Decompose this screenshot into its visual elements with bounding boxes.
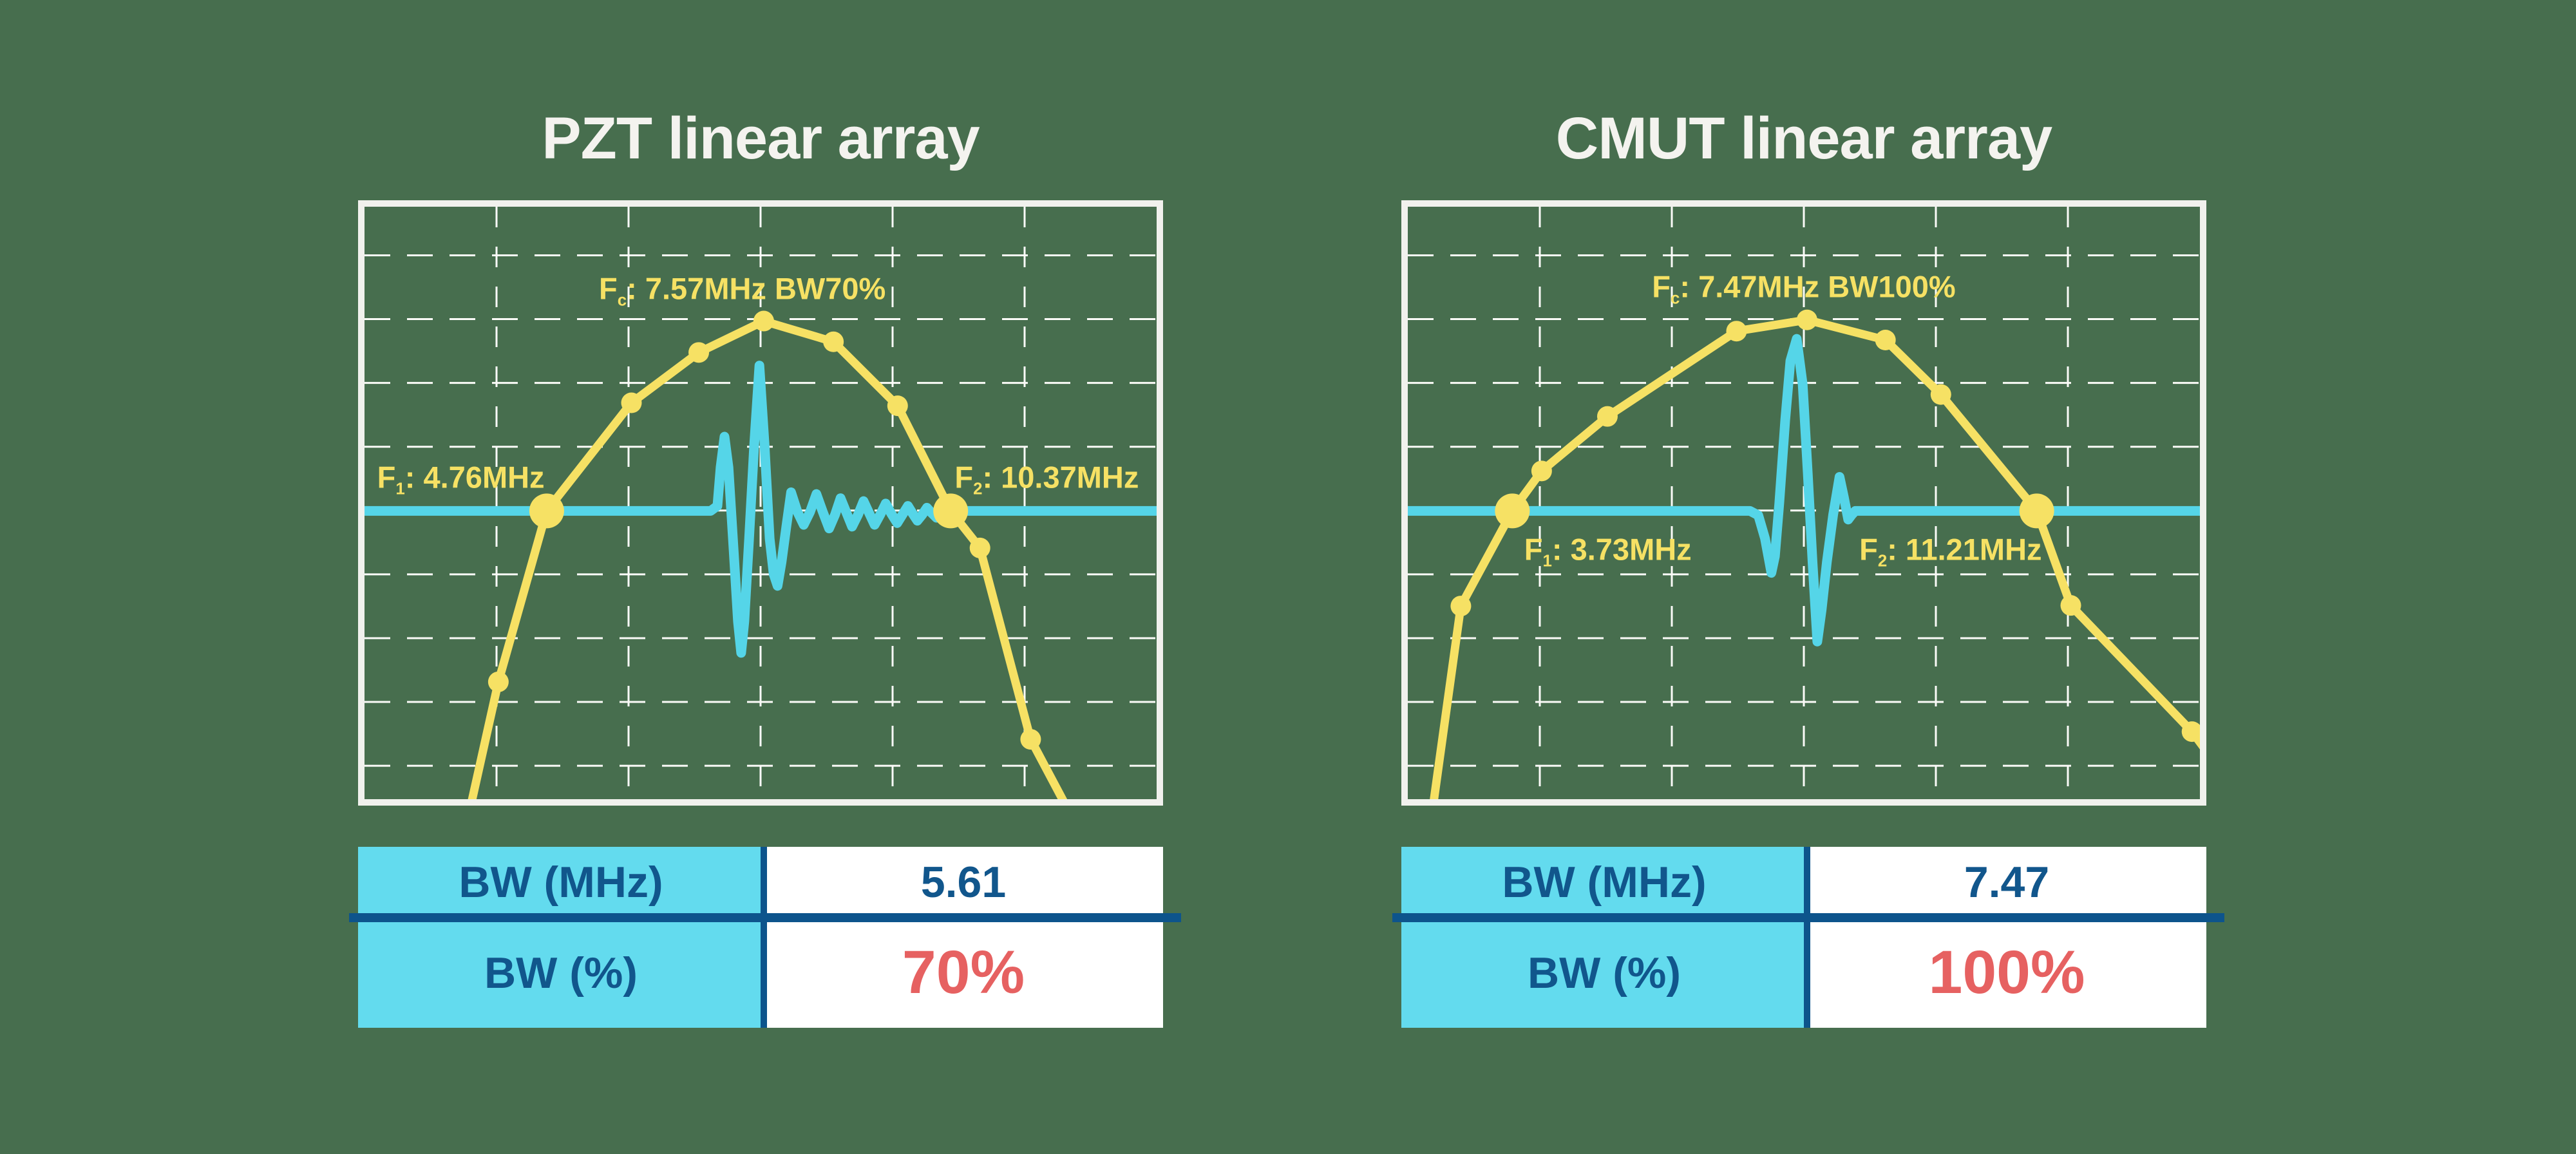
table-value-cell: 100% (1807, 918, 2206, 1028)
table-column-divider (1804, 847, 1810, 1028)
f1-label-value: : 3.73MHz (1551, 532, 1692, 567)
bw-table-pzt: BW (MHz) 5.61 BW (%) 70% (349, 847, 1181, 1028)
fc-label-value: : 7.57MHz BW70% (627, 271, 886, 306)
table-row-divider (1392, 913, 2224, 922)
table-header-cell: BW (%) (1401, 918, 1807, 1028)
fc-label-sub: c (1670, 289, 1680, 308)
f1-label-sub: 1 (1542, 552, 1552, 571)
fc-label-value: : 7.47MHz BW100% (1680, 269, 1956, 304)
table-header-cell: BW (MHz) (358, 847, 764, 918)
f2-annotation: F2: 10.37MHz (954, 460, 1139, 498)
f1-label-base: F (377, 460, 396, 495)
table-header-cell: BW (%) (358, 918, 764, 1028)
table-row: BW (%) 100% (1401, 918, 2206, 1028)
f2-annotation: F2: 11.21MHz (1859, 532, 2042, 569)
table-row: BW (%) 70% (358, 918, 1163, 1028)
table-header-cell: BW (MHz) (1401, 847, 1807, 918)
f1-label-sub: 1 (395, 480, 405, 498)
table-row: BW (MHz) 5.61 (358, 847, 1163, 918)
f2-label-value: : 11.21MHz (1887, 532, 2042, 567)
spectrum-chart-cmut: Fc: 7.47MHz BW100% F1: 3.73MHz F2: 11.21… (1401, 200, 2206, 806)
spectrum-plot (1408, 207, 2200, 799)
f2-label-base: F (954, 460, 974, 495)
f2-label-sub: 2 (973, 480, 983, 498)
bw-pct-label: BW (%) (1528, 948, 1681, 998)
bw-pct-label: BW (%) (484, 948, 638, 998)
fc-annotation: Fc: 7.47MHz BW100% (1652, 269, 1956, 307)
f2-label-base: F (1859, 532, 1878, 567)
table-value-cell: 5.61 (764, 847, 1163, 918)
f2-label-value: : 10.37MHz (982, 460, 1139, 495)
f1-annotation: F1: 4.76MHz (377, 460, 545, 498)
table-row: BW (MHz) 7.47 (1401, 847, 2206, 918)
f1-annotation: F1: 3.73MHz (1524, 532, 1692, 569)
panel-title-pzt: PZT linear array (542, 106, 980, 171)
bw-pct-value: 70% (902, 938, 1025, 1007)
fc-label-base: F (1652, 269, 1671, 304)
bw-table-cmut: BW (MHz) 7.47 BW (%) 100% (1392, 847, 2224, 1028)
bw-pct-value: 100% (1928, 938, 2085, 1007)
panel-title-cmut: CMUT linear array (1555, 106, 2052, 171)
spectrum-chart-pzt: Fc: 7.57MHz BW70% F1: 4.76MHz F2: 10.37M… (358, 200, 1163, 806)
fc-annotation: Fc: 7.57MHz BW70% (599, 271, 886, 308)
f1-label-base: F (1524, 532, 1543, 567)
table-value-cell: 7.47 (1807, 847, 2206, 918)
bw-mhz-value: 7.47 (1964, 858, 2050, 907)
bw-mhz-label: BW (MHz) (459, 858, 663, 907)
f1-label-value: : 4.76MHz (404, 460, 545, 495)
f2-label-sub: 2 (1877, 552, 1888, 571)
table-row-divider (349, 913, 1181, 922)
table-column-divider (761, 847, 767, 1028)
fc-label-base: F (599, 271, 618, 306)
fc-label-sub: c (617, 291, 627, 310)
bw-mhz-value: 5.61 (920, 858, 1007, 907)
bw-mhz-label: BW (MHz) (1502, 858, 1707, 907)
spectrum-plot (365, 207, 1157, 799)
table-value-cell: 70% (764, 918, 1163, 1028)
